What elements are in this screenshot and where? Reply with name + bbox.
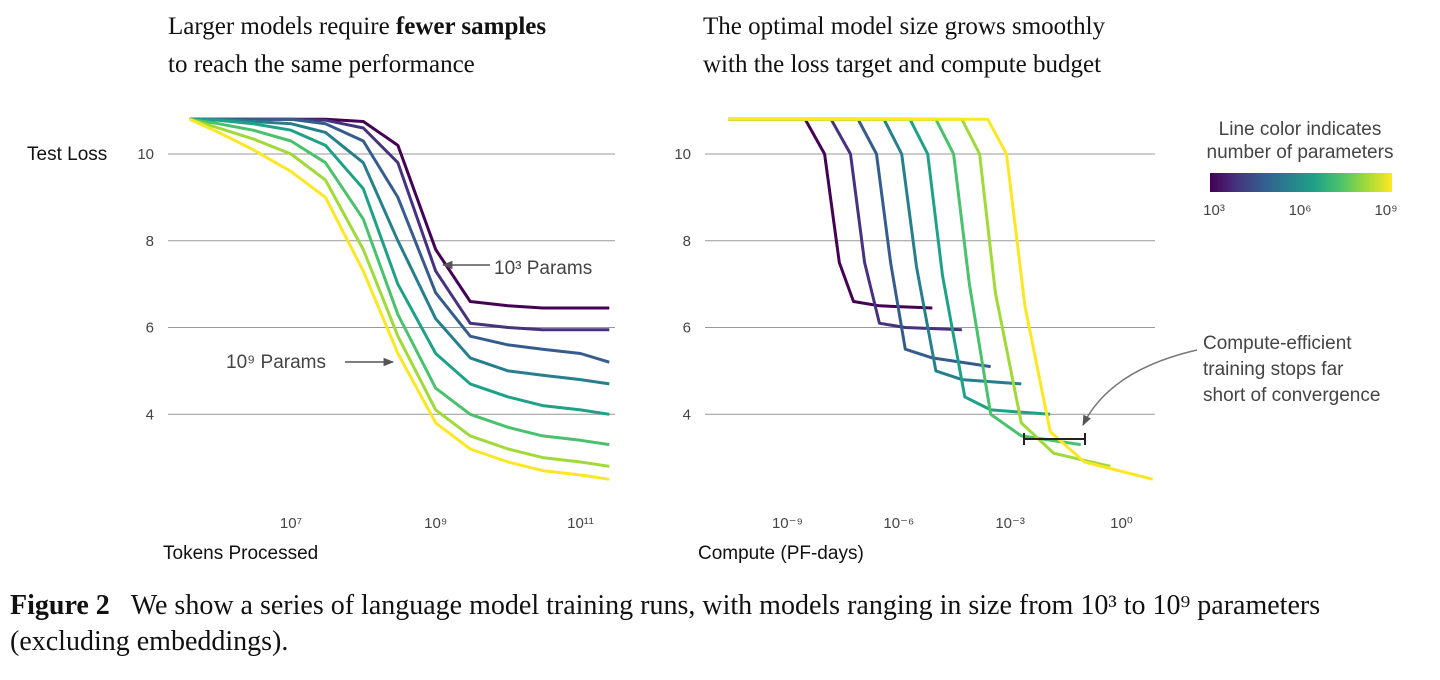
caption: Figure 2 We show a series of language mo… [10, 588, 1435, 660]
y-tick-label: 6 [146, 320, 154, 337]
series-line [189, 117, 610, 416]
x-tick-label: 10⁻⁶ [883, 515, 914, 532]
bracket [1023, 433, 1086, 445]
title-text: Larger models require [168, 13, 396, 40]
x-axis-label: Compute (PF-days) [698, 543, 864, 564]
x-tick-label: 10⁷ [280, 515, 302, 532]
y-tick-label: 4 [146, 406, 154, 423]
series-line [728, 117, 1022, 386]
chart-title: The optimal model size grows smoothly [703, 13, 1106, 40]
series-line [189, 117, 610, 310]
x-tick-label: 10⁹ [424, 515, 447, 532]
caption-label: Figure 2 [10, 590, 110, 621]
annotation: 10³ Params [494, 258, 592, 279]
annotation: 10⁹ Params [226, 352, 326, 373]
y-tick-label: 8 [146, 233, 154, 250]
series-line [189, 117, 610, 447]
chart-title: Larger models require fewer samples [168, 13, 546, 40]
series-line [728, 117, 1154, 481]
series-line [189, 117, 610, 468]
annotation: short of convergence [1203, 385, 1380, 406]
series-line [189, 117, 610, 364]
x-tick-label: 10⁰ [1110, 515, 1133, 532]
caption-text: We show a series of language model train… [10, 590, 1321, 657]
colorbar [1210, 173, 1392, 192]
y-tick-label: 6 [683, 320, 691, 337]
series-line [189, 117, 610, 481]
series-line [728, 117, 933, 310]
colorbar-tick-label: 10⁶ [1289, 202, 1312, 219]
y-tick-label: 10 [137, 146, 154, 163]
annotation: training stops far [1203, 359, 1344, 380]
x-tick-label: 10⁻⁹ [772, 515, 803, 532]
colorbar-title: number of parameters [1207, 142, 1394, 163]
annotation: Compute-efficient [1203, 333, 1352, 354]
x-tick-label: 10⁻³ [995, 515, 1025, 532]
chart-title: to reach the same performance [168, 51, 475, 78]
y-tick-label: 4 [683, 406, 691, 423]
arrow [1082, 349, 1198, 426]
y-axis-label: Test Loss [27, 144, 107, 165]
colorbar-tick-label: 10⁹ [1374, 202, 1397, 219]
series-line [728, 117, 1051, 416]
colorbar-tick-label: 10³ [1203, 202, 1225, 219]
colorbar-title: Line color indicates [1219, 119, 1382, 140]
x-tick-label: 10¹¹ [567, 515, 594, 532]
title-bold: fewer samples [396, 13, 546, 40]
series-line [189, 117, 610, 386]
x-axis-label: Tokens Processed [163, 543, 318, 564]
figure: Larger models require fewer samples to r… [27, 13, 1398, 564]
y-tick-label: 8 [683, 233, 691, 250]
chart-title: with the loss target and compute budget [703, 51, 1101, 78]
plots: 10 8 6 4 10⁷ 10⁹ 10¹¹ 10 8 6 4 10⁻⁹ 10⁻⁶ 10⁻³ 10⁰ 10³ 10… [137, 117, 1398, 532]
y-tick-label: 10 [674, 146, 691, 163]
